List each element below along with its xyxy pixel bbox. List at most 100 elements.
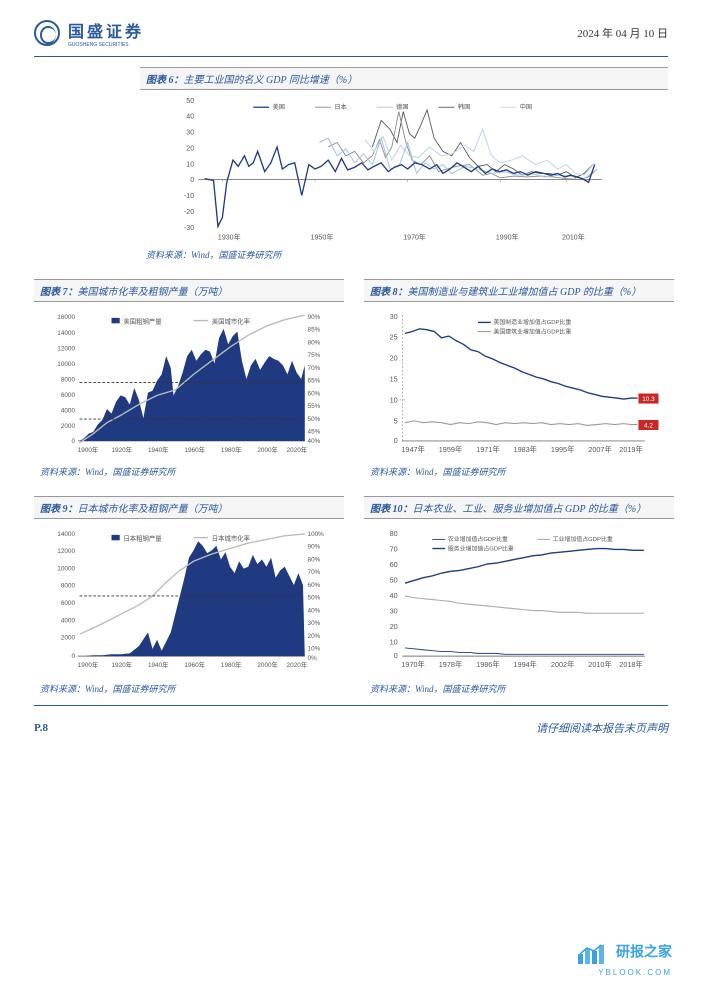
chart6-source: 资料来源：Wind，国盛证券研究所 [146,248,662,261]
svg-text:1970年: 1970年 [401,660,424,669]
svg-text:农业增加值占GDP比重: 农业增加值占GDP比重 [448,535,508,543]
svg-text:工业增加值占GDP比重: 工业增加值占GDP比重 [553,535,613,543]
svg-text:1960年: 1960年 [184,660,205,669]
svg-text:2007年: 2007年 [588,445,611,454]
svg-text:德国: 德国 [396,103,408,111]
chart7-svg: 1600014000 1200010000 80006000 40002000 … [34,306,344,461]
svg-text:50: 50 [186,98,194,105]
chart10-block: 图表 10：日本农业、工业、服务业增加值占 GDP 的比重（%） 8070 60… [364,496,674,695]
watermark-icon [574,940,614,968]
svg-text:40: 40 [186,114,194,121]
svg-text:2000年: 2000年 [257,660,278,669]
svg-text:1947年: 1947年 [401,445,424,454]
logo: 国盛证券 [34,18,144,48]
footer-note: 请仔细阅读本报告末页声明 [536,720,668,736]
svg-text:美国: 美国 [273,103,285,111]
svg-text:20: 20 [186,145,194,152]
chart10-svg: 8070 6050 4030 2010 0 1970年1978年1986年 19… [364,523,674,678]
svg-text:-30: -30 [184,225,194,232]
svg-text:日本粗钢产量: 日本粗钢产量 [123,533,162,542]
svg-text:2002年: 2002年 [551,660,574,669]
svg-text:75%: 75% [308,352,321,359]
watermark: 研报之家 YBLOOK.COM [574,940,673,977]
svg-text:12000: 12000 [57,548,75,555]
svg-text:90%: 90% [308,314,321,321]
svg-text:25: 25 [390,333,398,342]
svg-text:50%: 50% [308,416,321,423]
content: 图表 6：主要工业国的名义 GDP 同比增速（%） 5040 3020 100 … [0,57,702,705]
svg-text:8000: 8000 [61,583,76,590]
svg-text:2010年: 2010年 [562,233,585,242]
footer-rule [34,705,668,706]
svg-text:1900年: 1900年 [78,660,99,669]
svg-text:4000: 4000 [61,617,76,624]
svg-text:10000: 10000 [57,361,75,368]
svg-text:1986年: 1986年 [476,660,499,669]
svg-text:1970年: 1970年 [403,233,426,242]
svg-text:1900年: 1900年 [78,445,99,454]
chart7-source: 资料来源：Wind，国盛证券研究所 [40,465,338,478]
chart10-title: 图表 10：日本农业、工业、服务业增加值占 GDP 的比重（%） [364,496,674,519]
svg-text:美国城市化率: 美国城市化率 [212,316,251,325]
svg-text:15: 15 [390,375,398,384]
svg-text:美国制造业增加值占GDP比重: 美国制造业增加值占GDP比重 [493,318,571,326]
svg-text:70: 70 [390,544,398,553]
svg-text:40%: 40% [308,438,321,445]
chart8-title: 图表 8：美国制造业与建筑业工业增加值占 GDP 的比重（%） [364,279,674,302]
svg-text:1983年: 1983年 [514,445,537,454]
svg-text:30%: 30% [308,620,321,627]
svg-text:1959年: 1959年 [439,445,462,454]
svg-text:80: 80 [390,529,398,538]
svg-text:1920年: 1920年 [112,445,133,454]
svg-text:60%: 60% [308,390,321,397]
svg-text:0: 0 [394,436,398,445]
svg-text:14000: 14000 [57,330,75,337]
svg-text:14000: 14000 [57,531,75,538]
svg-text:2000年: 2000年 [257,445,278,454]
svg-text:1950年: 1950年 [311,233,334,242]
watermark-text: 研报之家 [616,943,672,959]
svg-text:0: 0 [190,177,194,184]
svg-text:0: 0 [71,653,75,660]
svg-text:2020年: 2020年 [287,660,308,669]
svg-text:2010年: 2010年 [588,660,611,669]
chart9-svg: 1400012000 100008000 60004000 20000 100%… [34,523,344,678]
chart10-source: 资料来源：Wind，国盛证券研究所 [370,682,668,695]
svg-text:1990年: 1990年 [496,233,519,242]
svg-text:4.2: 4.2 [644,422,653,429]
svg-text:50: 50 [390,575,398,584]
svg-text:1980年: 1980年 [221,660,242,669]
svg-text:40: 40 [390,591,398,600]
svg-text:10.3: 10.3 [642,396,655,403]
svg-text:1940年: 1940年 [148,660,169,669]
report-date: 2024 年 04 月 10 日 [577,25,668,41]
svg-text:-10: -10 [184,193,194,200]
svg-text:1978年: 1978年 [439,660,462,669]
svg-text:30: 30 [186,130,194,137]
svg-text:日本: 日本 [334,103,346,111]
chart8-source: 资料来源：Wind，国盛证券研究所 [370,465,668,478]
svg-text:4000: 4000 [61,408,76,415]
svg-text:10%: 10% [308,646,321,653]
svg-text:20%: 20% [308,633,321,640]
svg-text:1940年: 1940年 [148,445,169,454]
chart7-title: 图表 7：美国城市化率及粗钢产量（万吨） [34,279,344,302]
footer: P.8 请仔细阅读本报告末页声明 [0,716,702,746]
svg-text:日本城市化率: 日本城市化率 [212,533,251,542]
svg-text:6000: 6000 [61,392,76,399]
svg-text:美国粗钢产量: 美国粗钢产量 [123,316,162,325]
svg-text:20: 20 [390,622,398,631]
svg-text:10: 10 [186,161,194,168]
svg-text:30: 30 [390,606,398,615]
svg-text:中国: 中国 [520,103,532,111]
svg-text:1994年: 1994年 [514,660,537,669]
svg-text:2000: 2000 [61,423,76,430]
svg-text:10: 10 [390,637,398,646]
chart8-svg: 3025 2015 105 0 1947年1959年1971年 1983年199… [364,306,674,461]
svg-text:30: 30 [390,312,398,321]
company-name: 国盛证券 [68,18,144,48]
svg-text:1960年: 1960年 [184,445,205,454]
chart9-title: 图表 9：日本城市化率及粗钢产量（万吨） [34,496,344,519]
chart8-block: 图表 8：美国制造业与建筑业工业增加值占 GDP 的比重（%） 3025 201… [364,279,674,478]
row-9-10: 图表 9：日本城市化率及粗钢产量（万吨） 1400012000 10000800… [34,496,668,695]
